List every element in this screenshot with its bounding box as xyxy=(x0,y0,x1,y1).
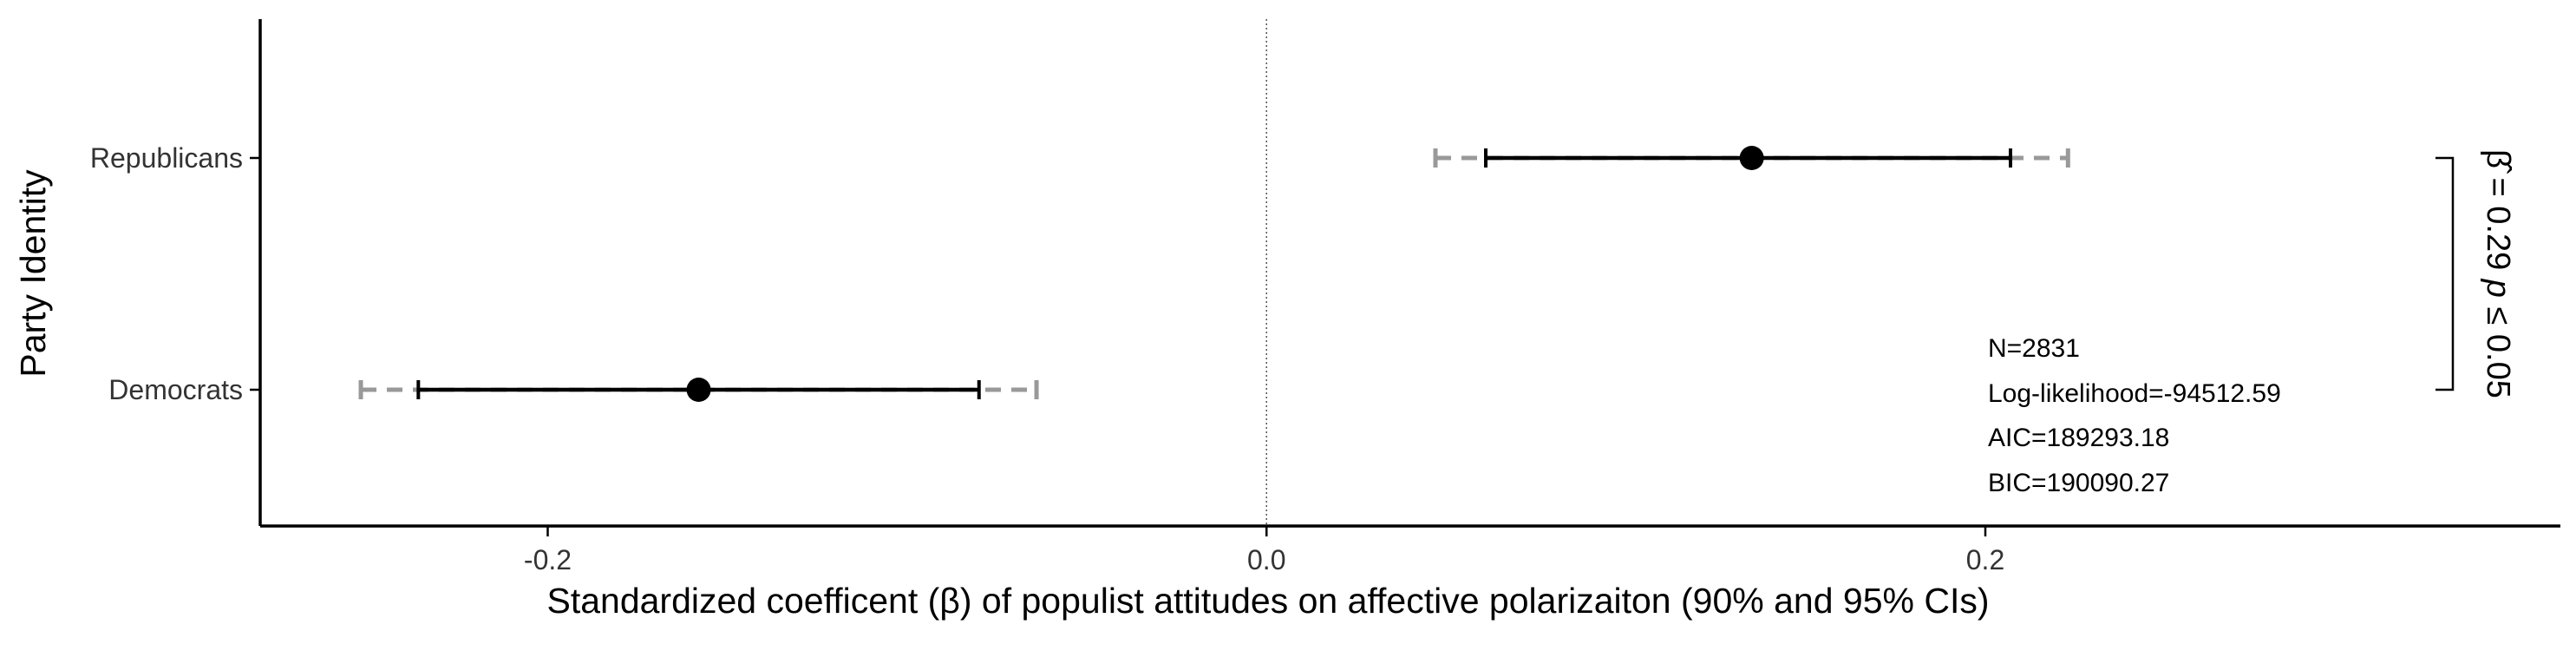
p-value: ≤ 0.05 xyxy=(2480,298,2516,398)
y-tick-label: Democrats xyxy=(108,374,243,405)
x-tick-label: 0.0 xyxy=(1247,544,1285,575)
stat-loglik: Log-likelihood=-94512.59 xyxy=(1988,379,2281,408)
stat-n: N=2831 xyxy=(1988,334,2080,363)
y-axis-title: Party Identity xyxy=(13,169,53,378)
point-estimate xyxy=(686,378,711,402)
point-estimate xyxy=(1739,146,1764,170)
x-axis-title: Standardized coefficent (β) of populist … xyxy=(546,581,1989,621)
x-tick-label: 0.2 xyxy=(1966,544,2004,575)
x-tick-label: -0.2 xyxy=(524,544,572,575)
p-symbol: p xyxy=(2480,279,2516,298)
y-tick-label: Republicans xyxy=(90,142,243,174)
confidence-intervals xyxy=(358,148,2070,399)
beta-value: = 0.29 xyxy=(2480,168,2516,279)
model-stats: N=2831 Log-likelihood=-94512.59 AIC=1892… xyxy=(1988,334,2281,497)
stat-aic: AIC=189293.18 xyxy=(1988,424,2169,452)
stat-bic: BIC=190090.27 xyxy=(1988,469,2169,497)
difference-bracket: β̂ = 0.29 p ≤ 0.05 xyxy=(2435,149,2516,398)
point-estimates xyxy=(686,146,1764,402)
y-axis-ticks: Republicans Democrats xyxy=(90,142,260,405)
bracket-line xyxy=(2435,156,2455,391)
x-axis-ticks: -0.2 0.0 0.2 xyxy=(524,526,2004,575)
difference-label: β̂ = 0.29 p ≤ 0.05 xyxy=(2480,149,2516,398)
